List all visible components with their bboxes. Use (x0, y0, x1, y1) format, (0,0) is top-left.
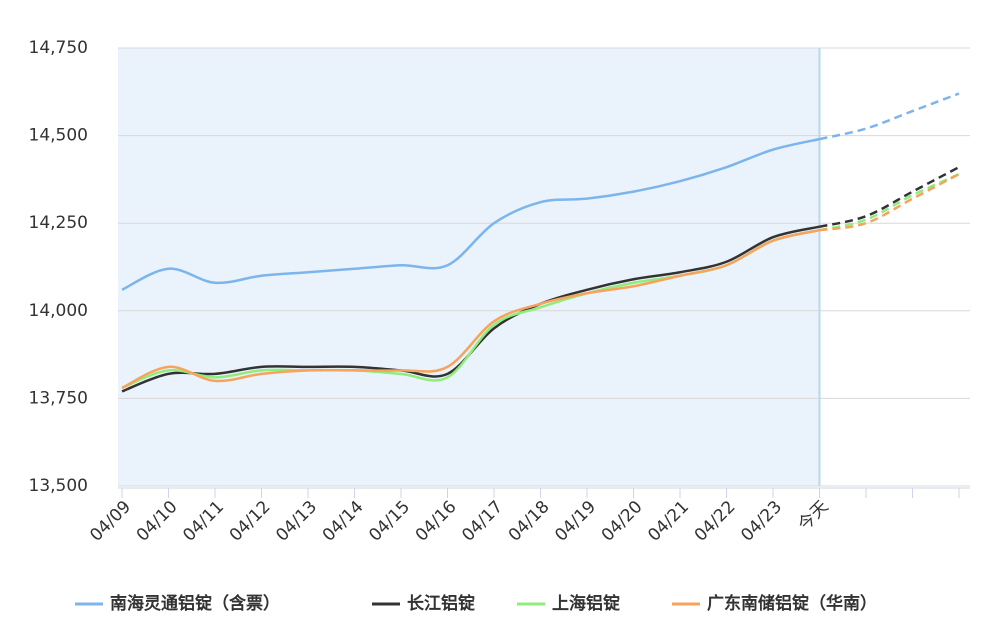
legend-label: 南海灵通铝锭（含票） (110, 593, 280, 614)
x-tick-label: 04/16 (412, 497, 461, 546)
legend-item: 上海铝锭 (517, 593, 620, 614)
x-tick-label: 04/11 (179, 497, 228, 546)
y-tick-label: 13,500 (29, 476, 88, 496)
legend-label: 长江铝锭 (407, 593, 475, 614)
forecast-line (819, 92, 960, 141)
x-tick-label: 04/12 (226, 497, 275, 546)
y-tick-label: 13,750 (29, 388, 88, 408)
x-tick-label: 今天 (794, 497, 832, 535)
legend-item: 广东南储铝锭（华南） (672, 593, 877, 614)
y-tick-label: 14,500 (29, 126, 88, 146)
legend-label: 广东南储铝锭（华南） (707, 593, 877, 614)
y-tick-label: 14,000 (29, 301, 88, 321)
legend-item: 南海灵通铝锭（含票） (75, 593, 280, 614)
x-tick-label: 04/23 (737, 497, 786, 546)
x-tick-label: 04/10 (133, 497, 182, 546)
series-line (121, 228, 820, 390)
series-line (121, 137, 820, 291)
legend-label: 上海铝锭 (552, 593, 620, 614)
forecast-line (819, 173, 960, 232)
history-area (118, 48, 820, 486)
y-tick-label: 14,750 (29, 38, 88, 58)
x-tick-label: 04/14 (319, 497, 368, 546)
x-tick-label: 04/17 (458, 497, 507, 546)
x-tick-label: 04/21 (644, 497, 693, 546)
x-tick-label: 04/15 (365, 497, 414, 546)
y-tick-label: 14,250 (29, 213, 88, 233)
x-tick-label: 04/20 (598, 497, 647, 546)
forecast-line (819, 166, 960, 228)
forecast-line (819, 173, 960, 232)
legend-item: 长江铝锭 (372, 593, 475, 614)
x-tick-label: 04/19 (551, 497, 600, 546)
x-tick-label: 04/22 (691, 497, 740, 546)
x-tick-label: 04/09 (86, 497, 135, 546)
x-tick-label: 04/13 (272, 497, 321, 546)
x-tick-label: 04/18 (505, 497, 554, 546)
